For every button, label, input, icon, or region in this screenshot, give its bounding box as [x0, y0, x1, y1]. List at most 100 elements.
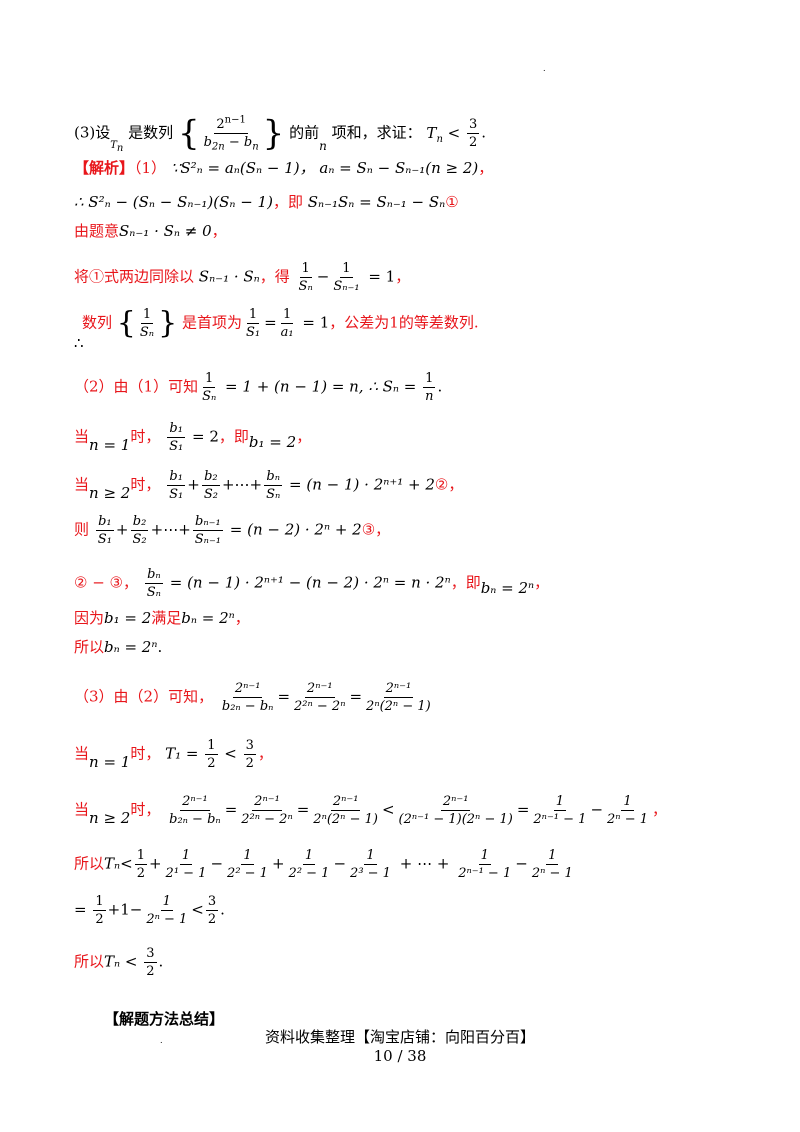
frac-t1: 1 2¹ − 1 — [165, 848, 207, 881]
is-sequence-text: 是数列 — [128, 123, 174, 142]
solution-line-5: 数列 {1 Sₙ} 是首项为 1 S₁ = 1 a₁ = 1，公差为1的等差数列. — [82, 305, 479, 341]
part-label: (3)设 — [74, 123, 111, 142]
frac-1-over-sn1: 1 Sₙ₋₁ — [333, 261, 360, 294]
solution-line-2: ∴ S²ₙ − (Sₙ − Sₙ₋₁)(Sₙ − 1)，即 Sₙ₋₁Sₙ = S… — [74, 192, 459, 212]
sum-prove-text: 项和，求证： — [331, 123, 422, 142]
frac-1-over-a1: 1 a₁ — [280, 307, 294, 340]
bn-formula: bₙ = 2ⁿ — [181, 609, 235, 627]
left-brace: { — [116, 305, 136, 341]
var-T-sub-low: Tn — [110, 139, 124, 154]
part2-label: （2）由（1）可知 — [74, 377, 199, 396]
frac-step-2: 2ⁿ⁻¹ 2²ⁿ − 2ⁿ — [294, 681, 346, 714]
get-text: ，得 — [259, 267, 290, 286]
bn-result: bₙ = 2ⁿ — [480, 578, 535, 597]
equals-one: = 1 — [363, 267, 396, 286]
case-n2-line: 当n ≥ 2时， b₁ S₁ + b₂ S₂ +⋯+ bₙ Sₙ = (n − 1) · 2ⁿ… — [74, 469, 464, 502]
tn-less: Tₙ < — [104, 952, 143, 971]
nonzero-condition: Sₙ₋₁ · Sₙ ≠ 0 — [119, 222, 212, 240]
right-brace: } — [158, 305, 178, 341]
ellipsis: + ⋯ + — [394, 854, 455, 873]
part3-label: （3）由（2）可知， — [74, 687, 214, 706]
speck-mark: . — [543, 64, 546, 73]
frac-1-over-sn: 1 Sₙ — [298, 261, 313, 294]
diff-label: ② − ③， — [74, 573, 138, 592]
first-term-text: 是首项为 — [181, 313, 242, 332]
frac-bn-sn: bₙ Sₙ — [264, 469, 282, 502]
frac-t4: 1 2³ − 1 — [350, 848, 391, 881]
equals-two: = 2 — [187, 427, 219, 446]
circle-2-marker: ② — [434, 475, 449, 494]
frac-b1-over-s1: b₁ S₁ — [167, 421, 185, 454]
footer-source: 资料收集整理【淘宝店铺：向阳百分百】 — [264, 1028, 535, 1046]
speck-mark: . — [160, 1036, 163, 1045]
b1-value: b₁ = 2 — [104, 609, 152, 627]
sum-result-line: = 1 2 +1− 1 2ⁿ − 1 <3 2. — [74, 894, 225, 927]
left-brace: { — [177, 113, 200, 154]
frac-1-over-2n-1: 1 2ⁿ − 1 — [146, 894, 188, 927]
frac-b: 2ⁿ⁻¹ 2²ⁿ − 2ⁿ — [241, 794, 293, 827]
frac-t2: 1 2² − 1 — [227, 848, 268, 881]
equals-one: = 1 — [297, 313, 330, 332]
frac-general-term: 2ⁿ⁻¹ b₂ₙ − bₙ — [221, 681, 274, 714]
then-line: 则 b₁ S₁ + b₂ S₂ +⋯+ bₙ₋₁ Sₙ₋₁ = (n − 2) · 2ⁿ + … — [74, 514, 391, 547]
part1-label: （1） — [134, 159, 167, 177]
solution-line-4: 将①式两边同除以 Sₙ₋₁ · Sₙ，得 1 Sₙ −1 Sₙ₋₁ = 1， — [74, 261, 411, 294]
rhs-2: = (n − 1) · 2ⁿ⁺¹ + 2 — [284, 475, 435, 494]
therefore-symbol: ∴ — [74, 334, 84, 352]
sn-derivation: = 1 + (n − 1) = n, ∴ Sₙ = — [220, 377, 422, 396]
sequence-text: 数列 — [82, 313, 113, 332]
condition: n ≥ 2 — [89, 808, 131, 827]
ineq: Tn < — [426, 123, 465, 145]
given-equation: ∵S²ₙ = aₙ(Sₙ − 1)， — [170, 159, 315, 177]
divisor: Sₙ₋₁ · Sₙ — [198, 267, 260, 286]
by-condition-text: 由题意 — [74, 222, 120, 240]
period: . — [481, 123, 487, 142]
namely-text: ，即 — [272, 193, 303, 211]
frac-b2-s2: b₂ S₂ — [130, 514, 149, 547]
frac-bn-sn: bₙ Sₙ — [145, 567, 163, 600]
frac-d: 2ⁿ⁻¹ (2ⁿ⁻¹ − 1)(2ⁿ − 1) — [398, 794, 513, 827]
because-line: 因为b₁ = 2满足bₙ = 2ⁿ， — [74, 609, 250, 627]
equation-1: Sₙ₋₁Sₙ = Sₙ₋₁ − Sₙ — [307, 193, 446, 211]
circle-3-marker: ③ — [361, 520, 376, 539]
divide-text: 将①式两边同除以 — [74, 267, 195, 286]
common-diff-text: ，公差为1的等差数列. — [329, 313, 479, 332]
period: . — [437, 377, 443, 396]
sequence-fraction: 2n−1 b2n − bn — [203, 114, 259, 153]
part3-line: （3）由（2）可知， 2ⁿ⁻¹ b₂ₙ − bₙ = 2ⁿ⁻¹ 2²ⁿ − 2ⁿ = 2ⁿ⁻… — [74, 681, 431, 714]
condition: n = 1 — [89, 752, 131, 771]
so-line: 所以bₙ = 2ⁿ. — [74, 638, 163, 656]
n2-bound-line: 当n ≥ 2时， 2ⁿ⁻¹ b₂ₙ − bₙ = 2ⁿ⁻¹ 2²ⁿ − 2ⁿ = 2ⁿ⁻¹ 2… — [74, 794, 668, 827]
frac-step-3: 2ⁿ⁻¹ 2ⁿ(2ⁿ − 1) — [366, 681, 431, 714]
frac-e: 1 2ⁿ⁻¹ − 1 — [533, 794, 587, 827]
condition: n = 1 — [89, 435, 131, 454]
right-brace: } — [262, 113, 285, 154]
rhs-3: = (n − 2) · 2ⁿ + 2 — [225, 520, 362, 539]
solution-line-1: 【解析】（1） ∵S²ₙ = aₙ(Sₙ − 1)， aₙ = Sₙ − Sₙ₋… — [74, 158, 493, 178]
frac-1-over-s1: 1 S₁ — [245, 307, 261, 340]
diff-rhs: = (n − 1) · 2ⁿ⁺¹ − (n − 2) · 2ⁿ = n · 2ⁿ — [164, 573, 451, 592]
frac-b1-s1: b₁ S₁ — [96, 514, 114, 547]
comma: ， — [478, 159, 494, 177]
condition: n ≥ 2 — [89, 483, 131, 502]
frac-t5: 1 2ⁿ⁻¹ − 1 — [458, 848, 512, 881]
frac-b1-s1: b₁ S₁ — [167, 469, 185, 502]
method-summary-heading: 【解题方法总结】 — [104, 1010, 225, 1028]
front-of-text: 的前 — [289, 123, 320, 142]
t1-label: T₁ = — [165, 744, 204, 763]
b1-result: b₁ = 2 — [248, 432, 297, 451]
frac-bn1-sn1: bₙ₋₁ Sₙ₋₁ — [193, 514, 223, 547]
frac-1-over-sn: 1 Sₙ — [139, 307, 155, 340]
substitution-formula: ∴ S²ₙ − (Sₙ − Sₙ₋₁)(Sₙ − 1) — [74, 193, 273, 211]
frac-f: 1 2ⁿ − 1 — [607, 794, 648, 827]
problem-3-statement: (3)设Tn 是数列 {2n−1 b2n − bn} 的前n 项和，求证： Tn … — [74, 113, 487, 154]
